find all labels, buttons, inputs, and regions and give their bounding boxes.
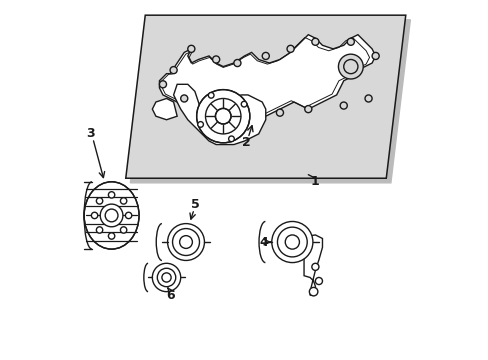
Polygon shape — [130, 20, 409, 183]
Circle shape — [315, 278, 322, 284]
Circle shape — [152, 263, 181, 292]
Circle shape — [228, 136, 234, 142]
Text: 2: 2 — [242, 136, 250, 149]
Circle shape — [271, 221, 312, 262]
Ellipse shape — [84, 182, 139, 249]
Text: 3: 3 — [86, 127, 95, 140]
Circle shape — [120, 227, 126, 233]
Polygon shape — [152, 99, 177, 120]
Circle shape — [120, 198, 126, 204]
Circle shape — [241, 113, 247, 120]
Circle shape — [309, 287, 317, 296]
Circle shape — [338, 54, 363, 79]
Circle shape — [276, 109, 283, 116]
Circle shape — [304, 105, 311, 113]
Circle shape — [241, 101, 246, 107]
Circle shape — [197, 122, 203, 127]
Polygon shape — [125, 15, 405, 178]
Polygon shape — [159, 35, 375, 116]
Circle shape — [215, 108, 230, 124]
Circle shape — [212, 56, 219, 63]
Circle shape — [100, 204, 122, 227]
Circle shape — [108, 233, 115, 239]
Circle shape — [196, 90, 249, 143]
Text: 1: 1 — [310, 175, 319, 188]
Circle shape — [105, 209, 118, 222]
Circle shape — [167, 224, 204, 260]
Circle shape — [311, 38, 318, 45]
Circle shape — [343, 59, 357, 74]
Circle shape — [181, 95, 187, 102]
Text: 5: 5 — [190, 198, 199, 211]
Circle shape — [170, 67, 177, 74]
Circle shape — [96, 198, 102, 204]
Text: 6: 6 — [165, 289, 174, 302]
Circle shape — [364, 95, 371, 102]
Polygon shape — [173, 84, 265, 145]
Circle shape — [91, 212, 98, 219]
Circle shape — [108, 192, 115, 198]
Circle shape — [233, 59, 241, 67]
Circle shape — [209, 105, 216, 113]
Circle shape — [311, 263, 318, 270]
Circle shape — [125, 212, 132, 219]
Circle shape — [371, 53, 378, 59]
Circle shape — [159, 81, 166, 88]
Circle shape — [208, 93, 214, 98]
Circle shape — [346, 38, 354, 45]
Circle shape — [187, 45, 195, 53]
Circle shape — [96, 227, 102, 233]
Circle shape — [340, 102, 346, 109]
Polygon shape — [304, 235, 322, 295]
Circle shape — [286, 45, 293, 53]
Text: 4: 4 — [259, 235, 268, 248]
Circle shape — [262, 53, 269, 59]
